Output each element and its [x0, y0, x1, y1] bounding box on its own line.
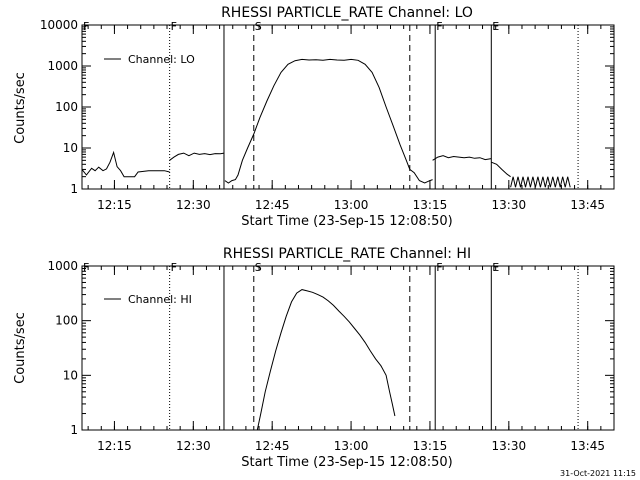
y-tick-label: 10	[63, 368, 78, 382]
event-marker-label: F	[83, 20, 89, 33]
x-tick-label: 12:45	[255, 439, 290, 453]
series-line-segment	[224, 58, 411, 184]
x-tick-label: 12:30	[176, 439, 211, 453]
series-hi	[256, 289, 396, 431]
x-tick-label: 12:15	[97, 439, 132, 453]
event-marker-label: F	[436, 261, 442, 274]
x-tick-label: 12:15	[97, 198, 132, 212]
chart-title-hi: RHESSI PARTICLE_RATE Channel: HI	[223, 246, 471, 262]
legend-lo: Channel: LO	[104, 53, 195, 66]
series-line-segment	[169, 152, 225, 161]
legend-label-lo: Channel: LO	[128, 53, 195, 66]
event-marker-label: F	[436, 20, 442, 33]
x-tick-label: 12:30	[176, 198, 211, 212]
y-axis-hi: 1 10 100 1000	[47, 259, 614, 437]
series-line-segment	[81, 150, 170, 178]
event-markers-lo: FFSFE	[81, 20, 579, 189]
series-line-segment	[256, 289, 396, 431]
plot-frame-hi	[81, 265, 615, 431]
y-axis-lo: 1 10 100 1000 10000	[40, 18, 614, 196]
event-marker-label: F	[83, 261, 89, 274]
event-marker-label: F	[171, 261, 177, 274]
panel-hi: RHESSI PARTICLE_RATE Channel: HI FFSFE 1…	[13, 246, 615, 470]
x-tick-label: 13:00	[334, 439, 369, 453]
x-axis-label-hi: Start Time (23-Sep-15 12:08:50)	[241, 455, 452, 470]
x-tick-label: 12:45	[255, 198, 290, 212]
series-line-segment	[409, 168, 433, 184]
y-tick-label: 10000	[40, 18, 78, 32]
y-axis-label-hi: Counts/sec	[13, 312, 28, 384]
plot-frame-lo	[81, 24, 615, 190]
y-tick-label: 1000	[47, 259, 78, 273]
x-axis-lo: 12:15 12:30 12:45 13:00 13:15 13:30 13:45	[87, 25, 615, 212]
x-tick-label: 13:45	[570, 439, 605, 453]
y-axis-label-lo: Counts/sec	[13, 72, 28, 144]
y-tick-label: 10	[63, 141, 78, 155]
series-lo	[81, 58, 571, 188]
event-marker-label: F	[171, 20, 177, 33]
event-marker-label: S	[255, 20, 262, 33]
x-tick-label: 13:30	[492, 198, 527, 212]
y-tick-label: 1	[70, 423, 78, 437]
x-tick-label: 13:15	[413, 439, 448, 453]
chart-title-lo: RHESSI PARTICLE_RATE Channel: LO	[221, 5, 473, 21]
panel-lo: RHESSI PARTICLE_RATE Channel: LO FFSFE 1…	[13, 5, 615, 229]
y-tick-label: 100	[55, 100, 78, 114]
legend-label-hi: Channel: HI	[128, 293, 192, 306]
y-tick-label: 100	[55, 314, 78, 328]
series-line-segment	[510, 176, 571, 188]
x-tick-label: 13:15	[413, 198, 448, 212]
y-tick-label: 1000	[47, 59, 78, 73]
legend-hi: Channel: HI	[104, 293, 192, 306]
x-tick-label: 13:00	[334, 198, 369, 212]
event-marker-label: S	[255, 261, 262, 274]
y-tick-label: 1	[70, 182, 78, 196]
footer-timestamp: 31-Oct-2021 11:15	[560, 469, 636, 478]
series-line-segment	[491, 161, 511, 178]
series-line-segment	[432, 155, 492, 161]
event-markers-hi: FFSFE	[81, 261, 579, 430]
x-axis-label-lo: Start Time (23-Sep-15 12:08:50)	[241, 214, 452, 229]
x-tick-label: 13:45	[570, 198, 605, 212]
x-tick-label: 13:30	[492, 439, 527, 453]
x-axis-hi: 12:15 12:30 12:45 13:00 13:15 13:30 13:45	[87, 266, 615, 453]
